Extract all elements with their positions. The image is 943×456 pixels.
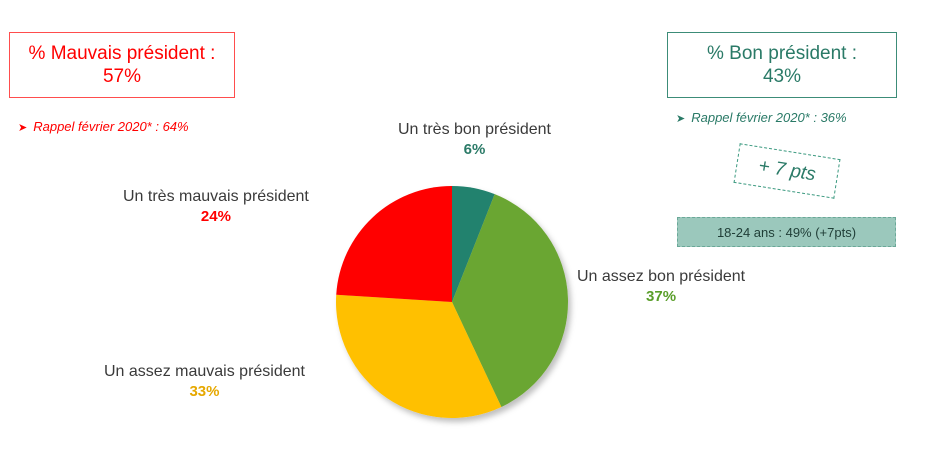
slice-label-tres-mauvais: Un très mauvais président 24% — [123, 188, 309, 225]
arrow-bullet-icon: ➤ — [676, 113, 686, 125]
good-president-value: 43% — [762, 66, 802, 87]
age-note: 18-24 ans : 49% (+7pts) — [677, 217, 896, 247]
good-president-title: % Bon président : — [707, 43, 857, 64]
slice-label-tres-bon: Un très bon président 6% — [398, 121, 551, 158]
slice-pct: 6% — [463, 141, 486, 158]
pie-slice-2 — [336, 294, 502, 418]
slice-pct: 37% — [646, 288, 677, 305]
slice-label-assez-bon: Un assez bon président 37% — [577, 268, 745, 305]
pie-slice-3 — [336, 186, 452, 302]
good-rappel: ➤ Rappel février 2020* : 36% — [676, 110, 847, 125]
bad-president-box: % Mauvais président : 57% — [9, 32, 235, 98]
bad-president-title: % Mauvais président : — [28, 43, 216, 64]
good-rappel-text: Rappel février 2020* : 36% — [691, 110, 847, 125]
bad-rappel-text: Rappel février 2020* : 64% — [33, 119, 189, 134]
slice-name: Un assez bon président — [577, 268, 746, 285]
pie-slice-0 — [452, 186, 495, 302]
slice-name: Un assez mauvais président — [104, 363, 305, 380]
bad-president-value: 57% — [102, 66, 142, 87]
slice-name: Un très mauvais président — [123, 188, 309, 205]
good-president-box: % Bon président : 43% — [667, 32, 897, 98]
slice-pct: 33% — [189, 383, 220, 400]
arrow-bullet-icon: ➤ — [18, 122, 28, 134]
slice-label-assez-mauvais: Un assez mauvais président 33% — [104, 363, 305, 400]
bad-rappel: ➤ Rappel février 2020* : 64% — [18, 119, 189, 134]
slice-pct: 24% — [200, 208, 231, 225]
slice-name: Un très bon président — [398, 121, 551, 138]
pie-slice-1 — [452, 194, 568, 407]
